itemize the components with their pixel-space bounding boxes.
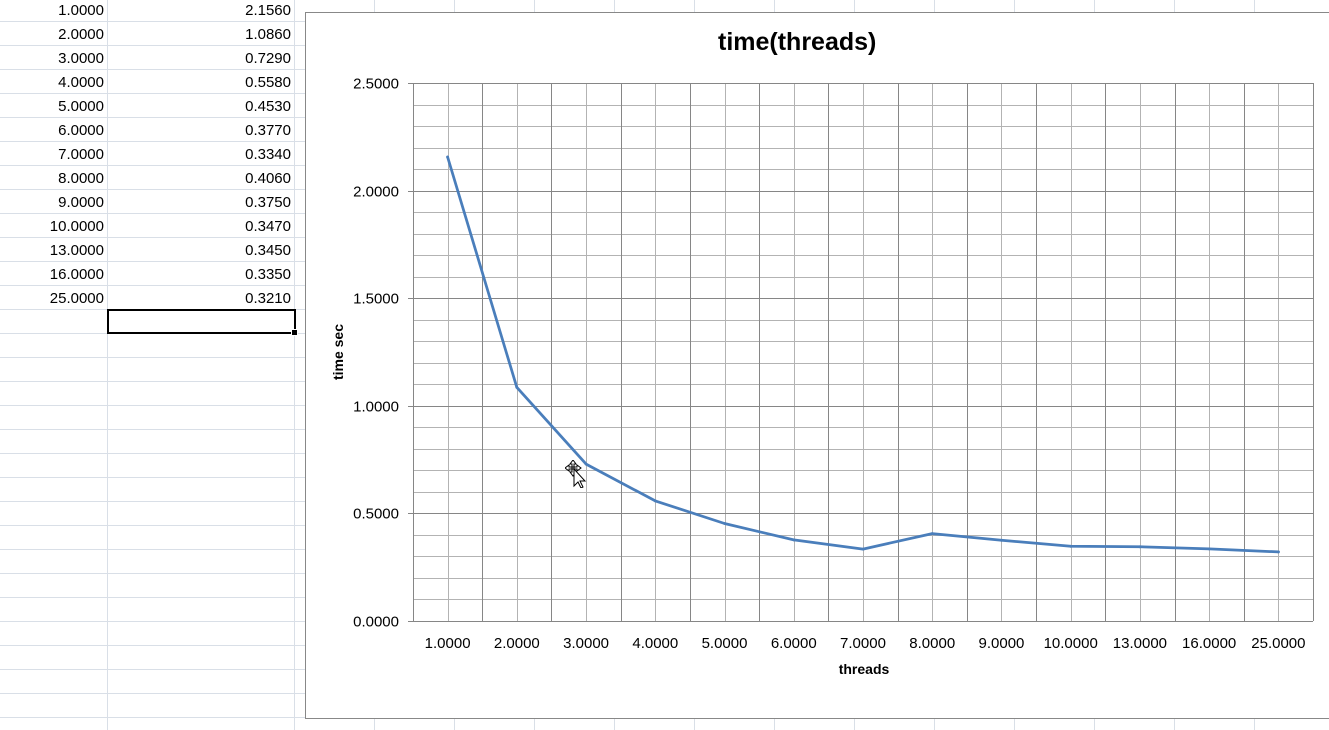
y-tick-label: 0.5000 — [353, 506, 399, 523]
cell-time[interactable]: 0.3470 — [245, 218, 291, 235]
data-point — [1000, 538, 1003, 542]
fill-handle[interactable] — [291, 329, 298, 336]
data-point — [792, 538, 796, 542]
y-tick-label: 0.0000 — [353, 614, 399, 631]
x-tick-label: 16.0000 — [1182, 635, 1236, 652]
cell-threads[interactable]: 8.0000 — [58, 170, 104, 187]
cell-time[interactable]: 0.3450 — [245, 242, 291, 259]
cell-threads[interactable]: 4.0000 — [58, 74, 104, 91]
x-tick-label: 25.0000 — [1251, 635, 1305, 652]
x-tick-label: 3.0000 — [563, 635, 609, 652]
data-point — [515, 385, 519, 389]
data-point — [446, 155, 449, 159]
x-tick-label: 2.0000 — [494, 635, 540, 652]
data-point — [1207, 547, 1211, 551]
data-point — [930, 532, 934, 535]
cell-threads[interactable]: 13.0000 — [49, 242, 104, 259]
cell-time[interactable]: 1.0860 — [245, 26, 291, 43]
x-tick-label: 10.0000 — [1044, 635, 1098, 652]
data-point — [584, 462, 588, 466]
cell-threads[interactable]: 9.0000 — [58, 194, 104, 211]
cell-time[interactable]: 0.3340 — [245, 146, 291, 163]
selected-cell[interactable] — [107, 309, 296, 334]
cell-time[interactable]: 0.3750 — [245, 194, 291, 211]
cell-threads[interactable]: 25.0000 — [49, 290, 104, 307]
y-tick-label: 2.0000 — [353, 184, 399, 201]
cell-threads[interactable]: 7.0000 — [58, 146, 104, 163]
x-axis-title: threads — [839, 661, 890, 677]
chart-object[interactable] — [305, 12, 1329, 719]
x-tick-label: 9.0000 — [979, 635, 1025, 652]
data-point — [723, 522, 726, 525]
x-tick-label: 6.0000 — [771, 635, 817, 652]
y-axis-title: time sec — [330, 324, 346, 380]
chart-title: time(threads) — [718, 28, 877, 56]
data-point — [1138, 545, 1142, 549]
cell-threads[interactable]: 16.0000 — [49, 266, 104, 283]
data-point — [653, 499, 657, 503]
y-tick-label: 1.0000 — [353, 399, 399, 416]
y-tick-label: 1.5000 — [353, 291, 399, 308]
cell-time[interactable]: 0.3770 — [245, 122, 291, 139]
x-tick-label: 1.0000 — [425, 635, 471, 652]
cell-threads[interactable]: 1.0000 — [58, 2, 104, 19]
y-tick-label: 2.5000 — [353, 76, 399, 93]
cell-threads[interactable]: 2.0000 — [58, 26, 104, 43]
cell-threads[interactable]: 6.0000 — [58, 122, 104, 139]
x-tick-label: 7.0000 — [840, 635, 886, 652]
cell-time[interactable]: 0.5580 — [245, 74, 291, 91]
x-tick-label: 4.0000 — [632, 635, 678, 652]
cell-threads[interactable]: 10.0000 — [49, 218, 104, 235]
data-point — [1277, 550, 1280, 554]
cell-time[interactable]: 0.3350 — [245, 266, 291, 283]
x-tick-label: 5.0000 — [702, 635, 748, 652]
cell-time[interactable]: 2.1560 — [245, 2, 291, 19]
cell-time[interactable]: 0.4530 — [245, 98, 291, 115]
data-point — [1069, 544, 1073, 548]
x-tick-label: 8.0000 — [909, 635, 955, 652]
cell-threads[interactable]: 3.0000 — [58, 50, 104, 67]
cell-time[interactable]: 0.3210 — [245, 290, 291, 307]
data-point — [861, 547, 865, 551]
cell-threads[interactable]: 5.0000 — [58, 98, 104, 115]
x-tick-label: 13.0000 — [1113, 635, 1167, 652]
cell-time[interactable]: 0.7290 — [245, 50, 291, 67]
cell-time[interactable]: 0.4060 — [245, 170, 291, 187]
